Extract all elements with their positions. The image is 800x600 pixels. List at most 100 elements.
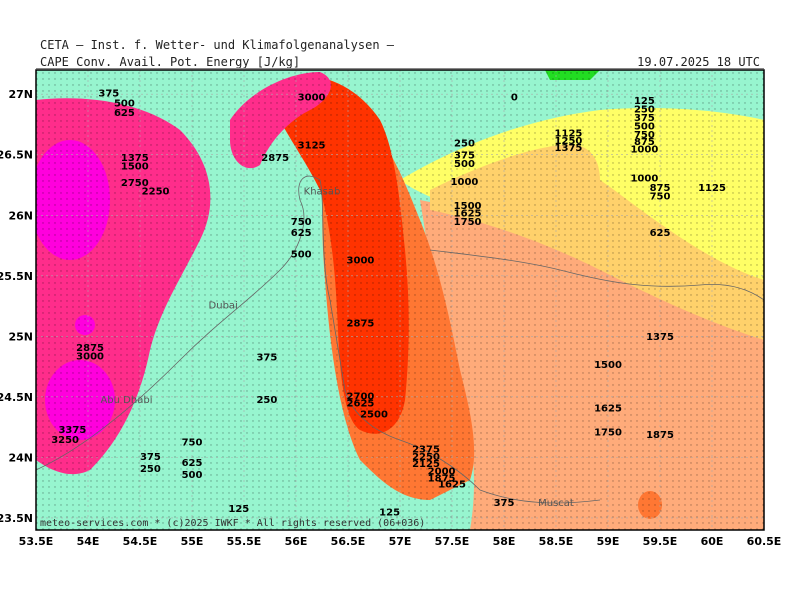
- lon-tick-label: 59E: [597, 535, 620, 548]
- variable-label: CAPE Conv. Avail. Pot. Energy [J/kg]: [40, 55, 301, 69]
- contour-label: 1000: [630, 144, 658, 155]
- header-divider: [36, 68, 764, 69]
- place-label: Muscat: [538, 498, 574, 509]
- contour-label: 625: [650, 228, 671, 239]
- contour-label: 1625: [438, 480, 466, 491]
- place-label: Dubai: [209, 300, 238, 311]
- contour-label: 3000: [76, 351, 104, 362]
- contour-labels: 3755006251375150027502250300031252875750…: [51, 89, 726, 519]
- chart-title: CETA – Inst. f. Wetter- und Klimafolgena…: [40, 38, 395, 52]
- contour-label: 2625: [347, 399, 375, 410]
- contour-label: 2750: [121, 178, 149, 189]
- lat-tick-label: 24.5N: [0, 391, 33, 404]
- contour-label: 750: [291, 217, 312, 228]
- contour-label: 1000: [630, 173, 658, 184]
- lat-tick-label: 23.5N: [0, 512, 33, 525]
- contour-label: 500: [114, 98, 135, 109]
- contour-label: 1125: [555, 129, 583, 140]
- contour-label: 2500: [360, 409, 388, 420]
- contour-label: 500: [291, 250, 312, 261]
- contour-label: 1250: [555, 136, 583, 147]
- contour-label: 875: [650, 183, 671, 194]
- contour-label: 375: [256, 353, 277, 364]
- contour-label: 750: [634, 130, 655, 141]
- contour-label: 250: [454, 138, 475, 149]
- contour-label: 500: [634, 121, 655, 132]
- place-labels: Khasab Dubai Abu Dhabi Muscat: [100, 187, 573, 509]
- contour-label: 0: [511, 92, 518, 103]
- contour-label: 125: [634, 96, 655, 107]
- axis-labels: 53.5E 54E 54.5E 55E 55.5E 56E 56.5E 57E 57.5E 58E…: [0, 88, 781, 548]
- lon-tick-label: 57E: [389, 535, 412, 548]
- contour-label: 1625: [594, 403, 622, 414]
- coastline: [35, 175, 765, 504]
- contour-label: 1750: [594, 428, 622, 439]
- lat-tick-label: 26.5N: [0, 149, 33, 162]
- contour-label: 1625: [454, 208, 482, 219]
- lon-tick-label: 54.5E: [123, 535, 158, 548]
- place-label: Khasab: [304, 187, 341, 198]
- lon-tick-label: 60E: [701, 535, 724, 548]
- contour-label: 2250: [142, 187, 170, 198]
- contour-label: 3375: [58, 425, 86, 436]
- contour-label: 125: [228, 504, 249, 515]
- lat-tick-label: 25.5N: [0, 270, 33, 283]
- contour-label: 250: [140, 464, 161, 475]
- contour-label: 2000: [428, 466, 456, 477]
- contour-label: 2125: [412, 459, 440, 470]
- contour-label: 2875: [347, 319, 375, 330]
- credit-line: meteo-services.com * (c)2025 IWKF * All …: [40, 518, 425, 529]
- contour-label: 1875: [428, 474, 456, 485]
- contour-label: 625: [291, 228, 312, 239]
- contour-label: 3125: [298, 141, 326, 152]
- contour-label: 1875: [646, 430, 674, 441]
- lon-tick-label: 55.5E: [227, 535, 262, 548]
- lon-tick-label: 54E: [77, 535, 100, 548]
- contour-label: 1000: [451, 177, 479, 188]
- contour-label: 3250: [51, 435, 79, 446]
- lat-tick-label: 24N: [8, 451, 33, 464]
- contour-label: 1500: [454, 201, 482, 212]
- contour-label: 750: [650, 192, 671, 203]
- contour-label: 500: [454, 159, 475, 170]
- lon-tick-label: 57.5E: [435, 535, 470, 548]
- contour-label: 1500: [121, 161, 149, 172]
- contour-label: 375: [98, 89, 119, 100]
- place-label: Abu Dhabi: [100, 395, 152, 406]
- lat-tick-label: 26N: [8, 209, 33, 222]
- contour-label: 2250: [412, 452, 440, 463]
- lon-tick-label: 60.5E: [747, 535, 782, 548]
- lon-tick-label: 58.5E: [539, 535, 574, 548]
- contour-label: 375: [454, 150, 475, 161]
- valid-time: 19.07.2025 18 UTC: [637, 55, 760, 69]
- contour-label: 250: [256, 395, 277, 406]
- contour-label: 1125: [698, 183, 726, 194]
- lon-tick-label: 55E: [181, 535, 204, 548]
- contour-label: 375: [140, 452, 161, 463]
- contour-label: 1375: [646, 332, 674, 343]
- contour-label: 500: [182, 470, 203, 481]
- contour-label: 1375: [555, 143, 583, 154]
- contour-label: 1375: [121, 153, 149, 164]
- contour-label: 125: [379, 507, 400, 518]
- lon-tick-label: 58E: [493, 535, 516, 548]
- map-frame: [35, 69, 765, 531]
- contour-label: 3000: [298, 92, 326, 103]
- contour-label: 1750: [454, 217, 482, 228]
- contour-label: 2700: [347, 391, 375, 402]
- lat-tick-label: 27N: [8, 88, 33, 101]
- contour-label: 375: [634, 113, 655, 124]
- contour-label: 625: [114, 108, 135, 119]
- contour-label: 750: [182, 437, 203, 448]
- lon-tick-label: 53.5E: [19, 535, 54, 548]
- lat-tick-label: 25N: [8, 330, 33, 343]
- contour-label: 250: [634, 104, 655, 115]
- contour-label: 625: [182, 458, 203, 469]
- contour-label: 3000: [347, 256, 375, 267]
- contour-label: 875: [634, 137, 655, 148]
- contour-label: 2875: [76, 343, 104, 354]
- lon-tick-label: 56E: [285, 535, 308, 548]
- contour-label: 375: [494, 498, 515, 509]
- contour-label: 2375: [412, 445, 440, 456]
